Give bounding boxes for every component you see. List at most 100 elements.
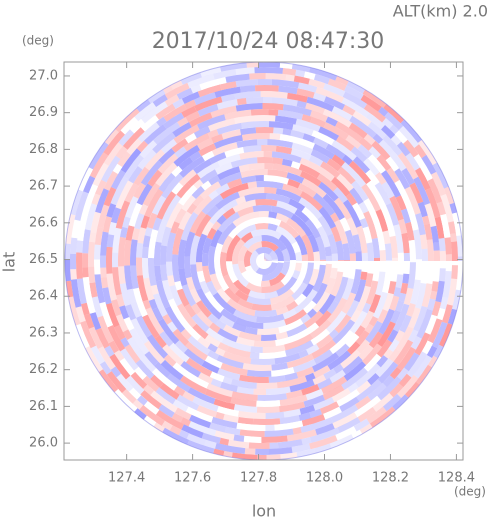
radar-cell — [226, 261, 238, 284]
radar-cell — [150, 390, 178, 413]
radar-cell — [216, 99, 238, 110]
radar-cell — [355, 395, 372, 410]
radar-cell — [384, 243, 392, 261]
radar-cell — [185, 276, 196, 291]
radar-cell — [208, 175, 220, 186]
radar-cell — [178, 429, 190, 439]
radar-cell — [106, 203, 117, 218]
radar-cell — [286, 429, 317, 442]
radar-cell — [329, 369, 346, 384]
radar-cell — [210, 378, 222, 388]
radar-cell — [294, 208, 310, 223]
radar-cell — [406, 303, 416, 317]
radar-cell — [301, 437, 312, 445]
radar-cell — [250, 109, 269, 116]
radar-cell — [189, 414, 212, 429]
radar-cell — [255, 174, 264, 182]
radar-cell — [261, 144, 277, 152]
radar-cell — [342, 104, 356, 116]
radar-cell — [249, 72, 266, 80]
radar-cell — [189, 288, 202, 304]
radar-cell — [177, 239, 187, 269]
radar-cell — [192, 195, 205, 207]
radar-cell — [170, 221, 180, 234]
radar-cell — [127, 337, 141, 353]
radar-cell — [232, 239, 246, 265]
radar-cell — [188, 421, 217, 437]
radar-cell — [95, 327, 110, 349]
radar-cell — [327, 233, 338, 254]
radar-cell — [287, 135, 315, 150]
radar-image — [64, 62, 463, 460]
radar-cell — [111, 299, 122, 317]
radar-cell — [296, 366, 315, 379]
radar-cell — [232, 263, 250, 288]
radar-cell — [389, 383, 404, 398]
radar-cell — [193, 92, 217, 106]
radar-cell — [127, 288, 137, 304]
radar-cell — [312, 192, 335, 216]
radar-cell — [298, 412, 312, 421]
radar-cell — [76, 252, 83, 279]
radar-cell — [284, 309, 307, 326]
radar-cell — [255, 247, 273, 255]
radar-cell — [329, 330, 355, 355]
radar-cell — [378, 106, 389, 117]
radar-cell — [153, 422, 165, 433]
radar-cell — [180, 375, 208, 395]
radar-cell — [245, 326, 258, 335]
radar-cell — [257, 156, 273, 164]
radar-cell — [221, 337, 252, 352]
radar-cell — [451, 265, 458, 280]
radar-cell — [311, 130, 323, 140]
radar-cell — [104, 129, 119, 145]
radar-cell — [359, 423, 373, 435]
radar-cell — [136, 183, 153, 206]
radar-cell — [213, 69, 237, 80]
radar-cell — [360, 271, 368, 281]
radar-cell — [163, 104, 187, 122]
radar-cell — [89, 152, 109, 179]
radar-cell — [217, 328, 238, 343]
radar-cell — [348, 122, 368, 139]
radar-cell — [69, 253, 77, 270]
radar-cell — [282, 67, 297, 76]
radar-cell — [208, 245, 216, 275]
radar-cell — [264, 290, 279, 299]
radar-cell — [286, 172, 305, 184]
radar-cell — [83, 284, 96, 314]
radar-cell — [190, 264, 202, 291]
radar-cell — [303, 394, 326, 408]
radar-cell — [424, 223, 433, 240]
radar-cell — [155, 162, 178, 187]
y-axis-label: lat — [0, 252, 19, 273]
radar-cell — [152, 307, 164, 322]
radar-cell — [105, 246, 113, 274]
radar-cell — [84, 313, 95, 329]
radar-cell — [75, 323, 90, 349]
radar-cell — [285, 318, 304, 332]
radar-cell — [351, 429, 363, 439]
radar-cell — [331, 176, 351, 197]
radar-cell — [237, 298, 253, 310]
radar-cell — [365, 273, 374, 288]
radar-cell — [330, 404, 359, 423]
radar-cell — [255, 84, 279, 92]
radar-cell — [248, 442, 270, 449]
radar-cell — [213, 398, 235, 410]
radar-cell — [160, 245, 168, 265]
radar-cell — [339, 217, 351, 232]
x-tick-label: 128.0 — [306, 471, 343, 486]
radar-cell — [295, 118, 321, 132]
radar-cell — [204, 291, 224, 313]
radar-cell — [258, 210, 269, 218]
radar-cell — [167, 275, 176, 287]
radar-cell — [258, 62, 281, 68]
radar-cell — [275, 225, 297, 245]
radar-cell — [198, 143, 217, 157]
radar-cell — [371, 237, 380, 258]
radar-cell — [197, 137, 214, 151]
radar-cell — [378, 139, 394, 155]
radar-cell — [70, 237, 78, 254]
radar-cell — [275, 115, 297, 125]
